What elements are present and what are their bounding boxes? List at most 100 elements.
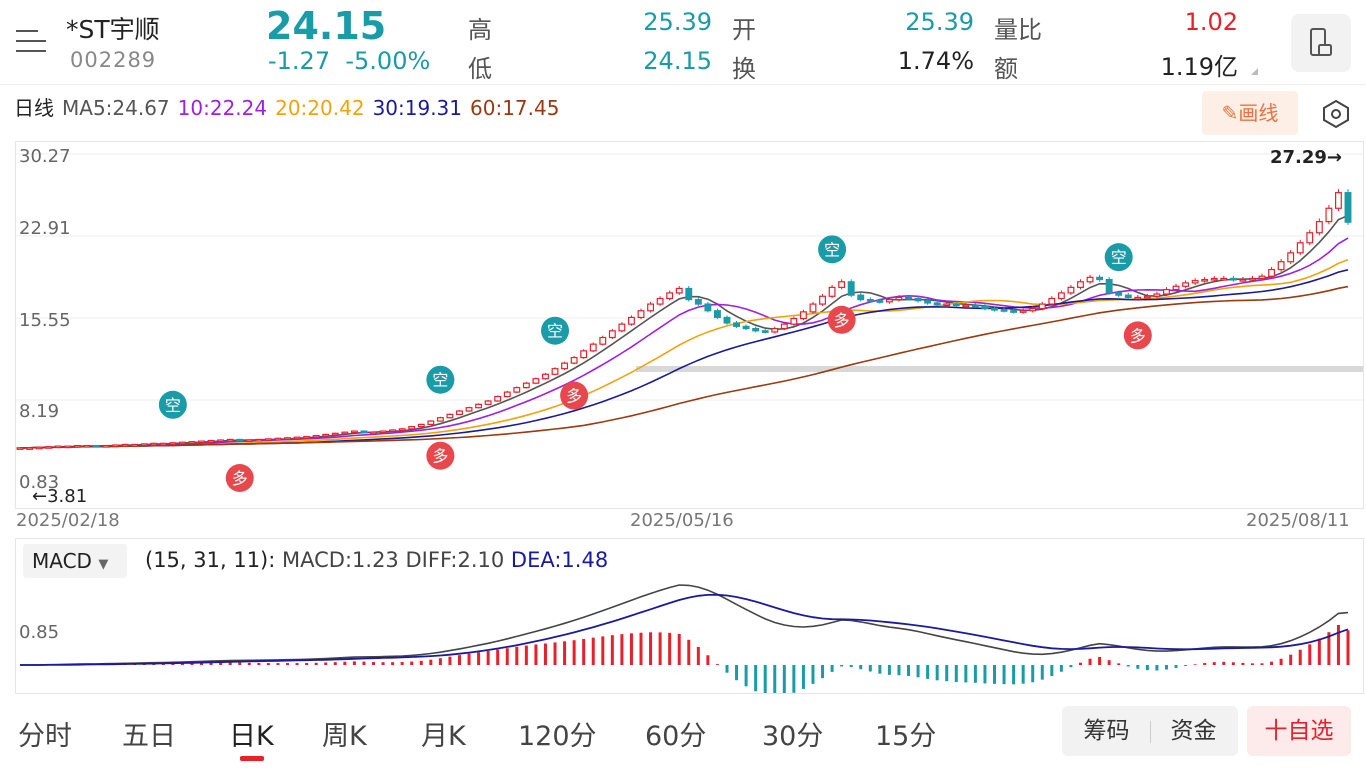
candle-body: [150, 442, 158, 446]
candle-body: [962, 304, 970, 308]
long-signal-marker: [426, 441, 455, 470]
rotate-screen-button[interactable]: [1291, 14, 1351, 72]
candle-body: [1182, 282, 1190, 287]
candle-body: [1143, 295, 1151, 299]
candle-body: [1115, 292, 1123, 296]
chips-button[interactable]: 筹码: [1083, 718, 1130, 744]
candle-body: [255, 438, 263, 442]
diff-line: [20, 584, 1349, 666]
candle-body: [618, 323, 626, 332]
tab-daily-k[interactable]: 日K: [229, 721, 274, 752]
tab-60min[interactable]: 60分: [645, 721, 707, 752]
candle-body: [1038, 303, 1046, 310]
pencil-icon: ✎: [1221, 101, 1239, 125]
candle-body: [159, 442, 167, 446]
candle-body: [408, 426, 416, 430]
candle-body: [771, 327, 779, 333]
candle-body: [102, 444, 110, 448]
candlestick-chart[interactable]: 空空空空空多多多多多: [15, 141, 1364, 509]
candle-body: [1201, 278, 1209, 282]
candle-body: [704, 303, 712, 312]
candle-body: [905, 296, 912, 300]
low-label: 低: [468, 55, 492, 83]
candle-body: [494, 395, 502, 402]
expand-corner-icon[interactable]: [1251, 68, 1258, 75]
tab-five-day[interactable]: 五日: [122, 721, 176, 752]
menu-icon[interactable]: [16, 28, 48, 54]
candle-body: [54, 445, 62, 449]
candle-body: [284, 437, 291, 440]
candle-body: [92, 444, 100, 448]
candle-body: [436, 417, 444, 422]
candle-body: [303, 436, 311, 439]
long-signal-label: 多: [566, 387, 582, 406]
change-percent: -5.00%: [345, 47, 431, 75]
long-signal-label: 多: [432, 447, 448, 466]
candle-body: [876, 300, 884, 303]
y-tick-label: 22.91: [19, 218, 71, 239]
short-signal-marker: [426, 365, 455, 394]
candle-body: [1239, 278, 1247, 282]
candle-body: [226, 438, 234, 442]
funds-button[interactable]: 资金: [1170, 718, 1217, 744]
ma20-line: [20, 258, 1349, 449]
tab-monthly-k[interactable]: 月K: [421, 721, 466, 752]
candle-body: [245, 439, 253, 443]
candle-body: [121, 443, 129, 447]
btn-divider: [1149, 720, 1151, 743]
candle-body: [914, 297, 922, 302]
draw-line-button[interactable]: ✎画线: [1202, 91, 1298, 135]
candle-body: [389, 429, 397, 433]
macd-chart[interactable]: [15, 538, 1364, 694]
candle-body: [819, 295, 826, 305]
turnover-value: 1.74%: [897, 47, 974, 75]
indicator-select[interactable]: MACD ▼: [23, 544, 127, 578]
candle-body: [1277, 261, 1285, 271]
candle-body: [207, 439, 215, 443]
candle-body: [1096, 276, 1104, 281]
indicator-name: MACD: [32, 549, 92, 573]
long-signal-marker: [560, 381, 589, 410]
candle-body: [1000, 309, 1008, 312]
short-signal-marker: [158, 390, 187, 419]
candle-body: [799, 311, 807, 320]
candle-body: [924, 300, 932, 304]
tab-15min[interactable]: 15分: [875, 721, 937, 752]
tab-120min[interactable]: 120分: [518, 721, 597, 752]
candle-body: [83, 444, 91, 448]
settings-button[interactable]: [1318, 96, 1354, 132]
candle-body: [264, 438, 272, 441]
candle-body: [790, 317, 798, 325]
short-signal-label: 空: [1111, 248, 1127, 267]
candle-body: [465, 407, 473, 412]
candle-body: [1067, 286, 1075, 294]
short-signal-label: 空: [165, 396, 181, 415]
dropdown-icon: ▼: [98, 557, 109, 572]
tab-intraday[interactable]: 分时: [18, 721, 72, 752]
candle-body: [513, 387, 521, 393]
candle-body: [1344, 192, 1352, 223]
candle-body: [26, 447, 33, 450]
candle-body: [475, 403, 483, 409]
candle-body: [398, 428, 406, 431]
candle-body: [1306, 232, 1314, 244]
candle-body: [1134, 296, 1142, 300]
tab-30min[interactable]: 30分: [762, 721, 824, 752]
candle-body: [293, 436, 301, 440]
candle-body: [1029, 307, 1037, 312]
candle-body: [1105, 278, 1113, 294]
short-signal-marker: [818, 235, 847, 264]
tab-weekly-k[interactable]: 周K: [322, 721, 367, 752]
candle-body: [723, 316, 731, 324]
candle-body: [532, 378, 540, 384]
candle-body: [341, 431, 349, 435]
add-watchlist-button[interactable]: 十自选: [1247, 706, 1351, 756]
candle-body: [952, 303, 960, 307]
y-tick-label: 8.19: [19, 401, 60, 422]
candle-body: [608, 330, 616, 339]
stock-name: *ST宇顺: [66, 15, 160, 44]
vol-ratio-label: 量比: [994, 16, 1042, 44]
candle-body: [16, 447, 24, 450]
candle-body: [379, 430, 387, 434]
macd-legend: (15, 31, 11): MACD:1.23 DIFF:2.10 DEA:1.…: [145, 548, 608, 572]
